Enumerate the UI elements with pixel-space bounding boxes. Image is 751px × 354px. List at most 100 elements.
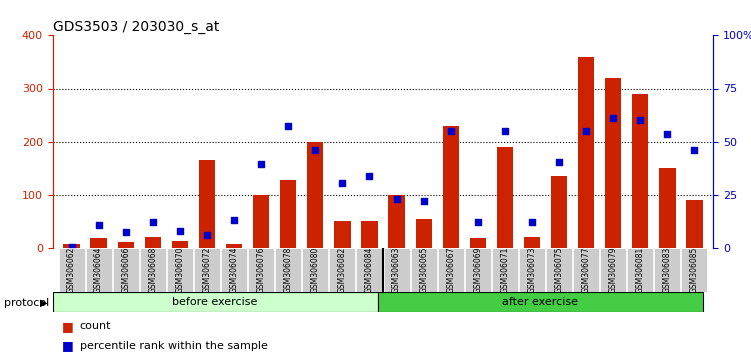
Bar: [226, 244, 242, 248]
Point: [391, 196, 403, 202]
Text: GSM306076: GSM306076: [257, 247, 266, 293]
Text: GSM306068: GSM306068: [148, 247, 157, 293]
Text: count: count: [80, 321, 111, 331]
Bar: [686, 200, 703, 248]
FancyBboxPatch shape: [378, 292, 703, 312]
FancyBboxPatch shape: [275, 248, 301, 292]
Text: GSM306070: GSM306070: [176, 247, 185, 293]
Bar: [551, 176, 567, 248]
Bar: [172, 241, 188, 248]
Text: GDS3503 / 203030_s_at: GDS3503 / 203030_s_at: [53, 21, 219, 34]
FancyBboxPatch shape: [546, 248, 572, 292]
FancyBboxPatch shape: [438, 248, 463, 292]
Text: ■: ■: [62, 339, 74, 352]
Text: protocol: protocol: [4, 298, 49, 308]
Bar: [307, 142, 324, 248]
FancyBboxPatch shape: [573, 248, 599, 292]
Point: [445, 128, 457, 134]
Text: GSM306071: GSM306071: [500, 247, 509, 293]
Point: [580, 128, 592, 134]
Point: [336, 180, 348, 186]
FancyBboxPatch shape: [330, 248, 355, 292]
Bar: [63, 244, 80, 248]
Text: GSM306069: GSM306069: [473, 247, 482, 293]
FancyBboxPatch shape: [140, 248, 166, 292]
Text: GSM306064: GSM306064: [94, 247, 103, 293]
Point: [255, 161, 267, 167]
FancyBboxPatch shape: [53, 292, 378, 312]
Text: before exercise: before exercise: [173, 297, 258, 307]
FancyBboxPatch shape: [627, 248, 653, 292]
Bar: [632, 94, 648, 248]
Text: GSM306075: GSM306075: [554, 247, 563, 293]
Bar: [524, 237, 540, 248]
Text: GSM306062: GSM306062: [67, 247, 76, 293]
Bar: [90, 238, 107, 248]
Text: GSM306065: GSM306065: [419, 247, 428, 293]
Point: [689, 147, 701, 152]
Bar: [578, 57, 594, 248]
Point: [282, 123, 294, 129]
Bar: [361, 221, 378, 248]
Bar: [145, 237, 161, 248]
Text: GSM306063: GSM306063: [392, 247, 401, 293]
Point: [92, 223, 104, 228]
Point: [119, 229, 131, 235]
Bar: [388, 195, 405, 248]
Point: [146, 219, 158, 225]
Text: GSM306080: GSM306080: [311, 247, 320, 293]
Text: GSM306079: GSM306079: [609, 247, 618, 293]
FancyBboxPatch shape: [194, 248, 220, 292]
Text: GSM306084: GSM306084: [365, 247, 374, 293]
FancyBboxPatch shape: [86, 248, 112, 292]
Point: [662, 131, 674, 137]
Text: GSM306066: GSM306066: [121, 247, 130, 293]
Bar: [442, 126, 459, 248]
Point: [553, 159, 565, 165]
FancyBboxPatch shape: [600, 248, 626, 292]
FancyBboxPatch shape: [303, 248, 328, 292]
FancyBboxPatch shape: [248, 248, 274, 292]
Point: [65, 244, 77, 250]
Text: GSM306067: GSM306067: [446, 247, 455, 293]
FancyBboxPatch shape: [492, 248, 518, 292]
FancyBboxPatch shape: [384, 248, 409, 292]
Text: GSM306083: GSM306083: [663, 247, 672, 293]
Text: GSM306074: GSM306074: [230, 247, 239, 293]
FancyBboxPatch shape: [221, 248, 247, 292]
Bar: [496, 147, 513, 248]
Point: [608, 115, 620, 120]
FancyBboxPatch shape: [167, 248, 193, 292]
Bar: [253, 195, 270, 248]
Bar: [334, 221, 351, 248]
FancyBboxPatch shape: [681, 248, 707, 292]
Point: [635, 118, 647, 123]
Text: after exercise: after exercise: [502, 297, 578, 307]
Point: [363, 173, 376, 179]
Point: [472, 219, 484, 225]
FancyBboxPatch shape: [465, 248, 491, 292]
FancyBboxPatch shape: [411, 248, 436, 292]
Bar: [469, 238, 486, 248]
Point: [526, 219, 538, 225]
Point: [418, 198, 430, 204]
Bar: [605, 78, 621, 248]
Point: [174, 228, 186, 234]
FancyBboxPatch shape: [519, 248, 545, 292]
Text: GSM306077: GSM306077: [581, 247, 590, 293]
Text: GSM306081: GSM306081: [636, 247, 645, 293]
Text: ■: ■: [62, 320, 74, 333]
FancyBboxPatch shape: [113, 248, 139, 292]
FancyBboxPatch shape: [59, 248, 85, 292]
Text: ▶: ▶: [40, 298, 47, 308]
Bar: [280, 180, 297, 248]
Text: GSM306072: GSM306072: [203, 247, 212, 293]
Text: GSM306082: GSM306082: [338, 247, 347, 293]
Point: [201, 232, 213, 238]
Text: percentile rank within the sample: percentile rank within the sample: [80, 341, 267, 350]
Bar: [118, 242, 134, 248]
Text: GSM306078: GSM306078: [284, 247, 293, 293]
Bar: [659, 168, 676, 248]
FancyBboxPatch shape: [357, 248, 382, 292]
Bar: [415, 218, 432, 248]
